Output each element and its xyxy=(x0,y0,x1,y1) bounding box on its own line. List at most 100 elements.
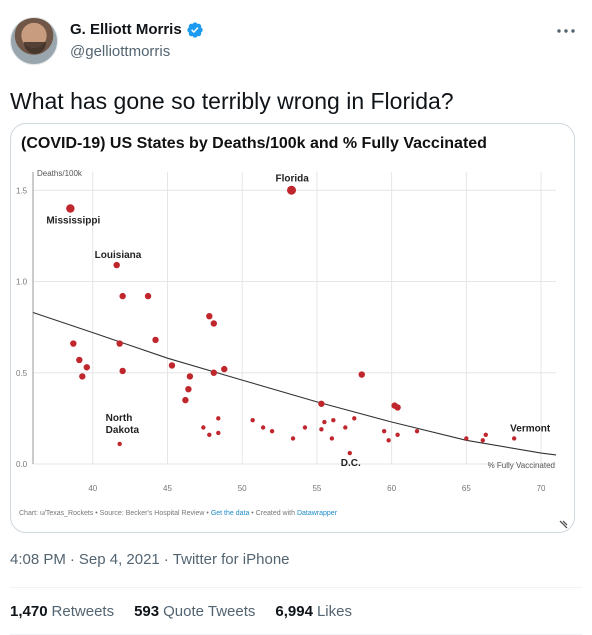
tweet-date[interactable]: Sep 4, 2021 xyxy=(78,551,160,568)
data-point xyxy=(168,362,176,369)
y-tick-label: 1.0 xyxy=(16,278,28,287)
data-point xyxy=(117,441,122,447)
axes: 40 45 50 55 60 65 70 0.0 0.5 1.0 1.5 Deaths/100k % F… xyxy=(16,169,555,493)
data-point xyxy=(269,428,275,434)
tweet-timestamp: 4:08 PM · Sep 4, 2021 · Twitter for iPho… xyxy=(10,550,290,570)
data-point xyxy=(207,432,212,437)
data-point xyxy=(464,436,469,441)
x-tick-label: 50 xyxy=(238,484,247,493)
data-point xyxy=(79,373,86,380)
quote-tweets-count: 593 xyxy=(134,603,160,620)
data-point xyxy=(76,356,83,364)
chart-title: (COVID-19) US States by Deaths/100k and … xyxy=(21,135,487,152)
y-axis-title: Deaths/100k xyxy=(37,169,83,178)
data-point xyxy=(83,364,90,371)
point-label: D.C. xyxy=(341,458,361,469)
data-point xyxy=(394,404,401,411)
point-label: Mississippi xyxy=(46,216,100,227)
data-point xyxy=(201,425,206,430)
data-point xyxy=(319,427,324,432)
data-point xyxy=(318,400,325,407)
x-tick-label: 45 xyxy=(163,484,172,493)
get-data-link[interactable]: Get the data xyxy=(211,510,250,517)
data-point xyxy=(414,428,420,434)
data-point xyxy=(358,371,365,378)
datawrapper-link[interactable]: Datawrapper xyxy=(297,510,338,517)
data-point xyxy=(290,436,296,441)
data-point xyxy=(260,425,266,430)
author-info: G. Elliott Morris @gelliottmorris xyxy=(70,20,204,62)
data-points xyxy=(66,185,517,456)
name-row: G. Elliott Morris xyxy=(70,20,204,40)
x-tick-label: 70 xyxy=(537,484,546,493)
data-point xyxy=(216,416,221,421)
data-point xyxy=(331,418,336,423)
chart-footer: Chart: u/Texas_Rockets • Source: Becker'… xyxy=(19,510,338,517)
data-point xyxy=(113,261,120,269)
y-tick-label: 0.0 xyxy=(16,460,28,469)
display-name[interactable]: G. Elliott Morris xyxy=(70,21,182,38)
data-point xyxy=(210,369,218,376)
point-label: North xyxy=(106,413,133,424)
data-point xyxy=(511,436,517,441)
data-point xyxy=(185,385,192,393)
avatar[interactable] xyxy=(10,17,58,65)
point-label: Dakota xyxy=(106,425,140,436)
retweets-label: Retweets xyxy=(51,603,115,620)
tweet-source[interactable]: Twitter for iPhone xyxy=(172,551,290,568)
quote-tweets-stat[interactable]: 593 Quote Tweets xyxy=(134,602,255,622)
x-tick-label: 60 xyxy=(387,484,396,493)
resize-handle-icon[interactable] xyxy=(559,520,568,529)
data-point xyxy=(119,292,126,300)
grid xyxy=(33,172,556,465)
verified-badge-icon xyxy=(187,22,203,38)
scatter-chart: (COVID-19) US States by Deaths/100k and … xyxy=(16,135,568,529)
data-point xyxy=(152,336,159,344)
y-tick-label: 0.5 xyxy=(16,369,28,378)
likes-stat[interactable]: 6,994 Likes xyxy=(275,602,352,622)
likes-label: Likes xyxy=(316,603,352,620)
x-tick-label: 55 xyxy=(312,484,321,493)
data-point xyxy=(221,365,228,373)
tweet-time[interactable]: 4:08 PM xyxy=(10,551,66,568)
point-label: Louisiana xyxy=(95,250,142,261)
data-point xyxy=(302,425,308,430)
data-point xyxy=(287,185,297,195)
data-point xyxy=(186,373,194,380)
retweets-count: 1,470 xyxy=(10,603,48,620)
data-point xyxy=(144,292,152,300)
retweets-stat[interactable]: 1,470 Retweets xyxy=(10,602,114,622)
point-label: Vermont xyxy=(510,423,551,434)
chart-image-card[interactable]: (COVID-19) US States by Deaths/100k and … xyxy=(10,123,575,533)
data-point xyxy=(66,204,75,213)
data-point xyxy=(119,367,126,375)
data-point xyxy=(395,432,400,437)
data-point xyxy=(483,432,488,437)
data-point xyxy=(329,436,335,441)
data-point xyxy=(70,340,77,347)
data-point xyxy=(210,320,218,327)
data-point xyxy=(182,396,189,404)
separator-dot: · xyxy=(163,551,169,568)
tweet-text: What has gone so terribly wrong in Flori… xyxy=(10,88,454,114)
data-point xyxy=(206,312,213,320)
data-point xyxy=(322,419,327,425)
created-with-text: • Created with xyxy=(249,510,297,517)
x-tick-label: 40 xyxy=(88,484,97,493)
data-point xyxy=(216,430,221,436)
data-point xyxy=(116,340,123,347)
more-options-icon[interactable] xyxy=(554,21,578,41)
chart-credit: Chart: u/Texas_Rockets • Source: Becker'… xyxy=(19,510,211,517)
data-point xyxy=(386,438,391,443)
separator-dot: · xyxy=(69,551,75,568)
divider xyxy=(10,587,582,588)
y-tick-label: 1.5 xyxy=(16,186,28,195)
quote-tweets-label: Quote Tweets xyxy=(163,603,256,620)
point-label: Florida xyxy=(276,173,310,184)
handle[interactable]: @gelliottmorris xyxy=(70,43,171,60)
tweet-header: G. Elliott Morris @gelliottmorris xyxy=(10,17,582,69)
data-point xyxy=(352,416,357,421)
x-tick-label: 65 xyxy=(462,484,471,493)
x-axis-title: % Fully Vaccinated xyxy=(488,461,555,470)
